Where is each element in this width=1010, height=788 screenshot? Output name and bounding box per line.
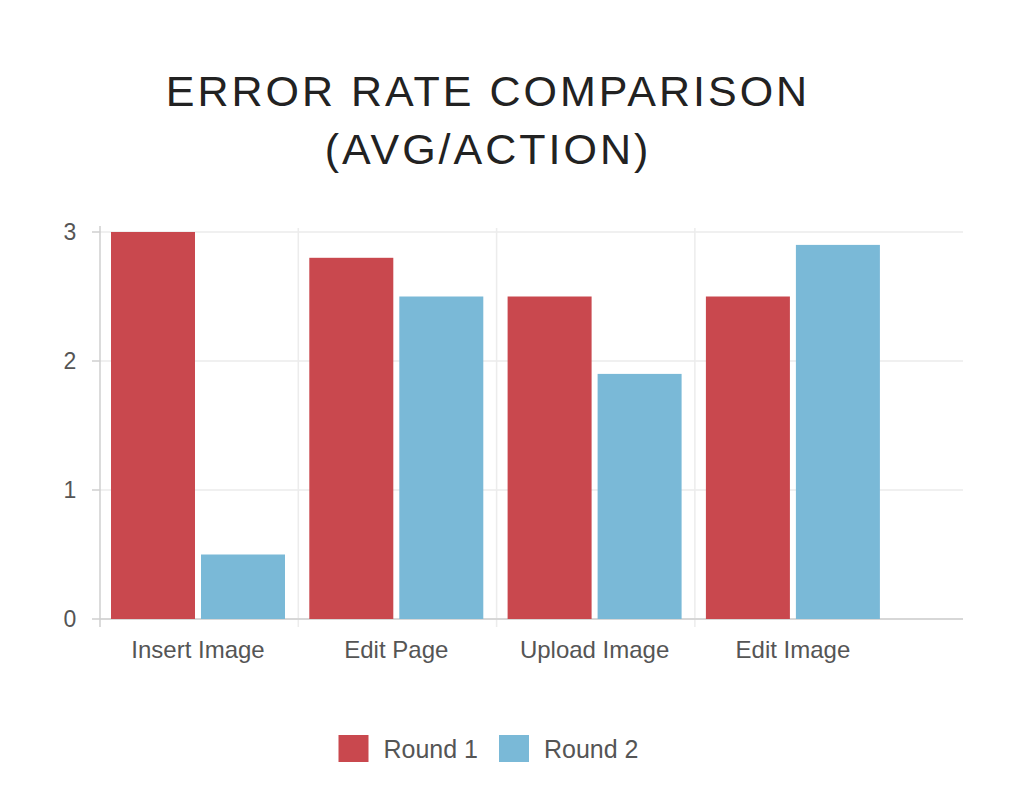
- category-separator: [496, 228, 498, 627]
- y-tick: [92, 360, 100, 362]
- category-separator: [298, 228, 300, 627]
- legend-swatch: [499, 735, 529, 762]
- title: ERROR RATE COMPARISON: [166, 67, 810, 115]
- legend-label: Round 2: [544, 735, 639, 763]
- bar: [309, 258, 393, 619]
- x-tick-label: Edit Page: [344, 636, 448, 663]
- chart-container: ERROR RATE COMPARISON (AVG/ACTION) 0 1 2 3 Ins…: [0, 0, 1010, 788]
- bar: [111, 232, 195, 619]
- category-separator: [694, 228, 696, 627]
- bar: [201, 555, 285, 620]
- bars: [111, 232, 880, 619]
- y-axis: [99, 226, 101, 627]
- x-tick-label: Insert Image: [131, 636, 264, 663]
- legend-label: Round 1: [384, 735, 479, 763]
- bar: [508, 297, 592, 620]
- legend-swatch: [339, 735, 369, 762]
- y-tick-label: 2: [64, 348, 77, 374]
- y-tick: [92, 489, 100, 491]
- chart-svg: ERROR RATE COMPARISON (AVG/ACTION) 0 1 2 3 Ins…: [0, 0, 1010, 788]
- bar: [598, 374, 682, 619]
- bar: [706, 297, 790, 620]
- grid: [92, 228, 963, 627]
- y-tick-label: 0: [64, 606, 77, 632]
- bar: [796, 245, 880, 619]
- bar: [399, 297, 483, 620]
- legend: Round 1 Round 2: [339, 735, 639, 763]
- x-tick-label: Edit Image: [736, 636, 851, 663]
- x-tick-label: Upload Image: [520, 636, 669, 663]
- y-tick-label: 3: [64, 219, 77, 245]
- y-tick: [92, 618, 100, 620]
- grid-line: [100, 231, 963, 233]
- y-tick: [92, 231, 100, 233]
- subtitle: (AVG/ACTION): [325, 125, 652, 173]
- y-tick-label: 1: [64, 477, 77, 503]
